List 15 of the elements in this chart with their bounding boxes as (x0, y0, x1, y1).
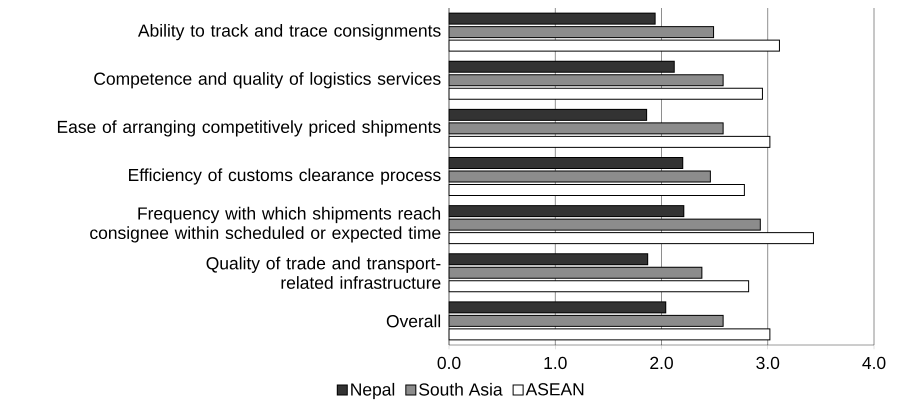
legend-label: South Asia (419, 382, 503, 396)
y-tick-label: Ease of arranging competitively priced shipments (58, 120, 441, 136)
y-tick-label: Competence and quality of logistics services (94, 72, 441, 88)
y-tick-label: Overall (386, 314, 440, 328)
legend-label: ASEAN (526, 383, 584, 396)
y-tick-label: Efficiency of customs clearance process (129, 168, 441, 185)
y-tick-label: Quality of trade and transport-related infrastructure (206, 256, 440, 289)
x-tick-label: 2.0 (650, 356, 673, 370)
x-tick-label: 0.0 (438, 356, 460, 370)
y-tick-label: Ability to track and trace consignments (138, 24, 441, 40)
x-tick-label: 3.0 (756, 356, 780, 370)
x-tick-label: 4.0 (862, 356, 886, 370)
legend-label: Nepal (351, 382, 394, 400)
x-tick-label: 1.0 (544, 356, 567, 370)
y-tick-label: Frequency with which shipments reach consignee within scheduled or expected time (90, 206, 440, 242)
